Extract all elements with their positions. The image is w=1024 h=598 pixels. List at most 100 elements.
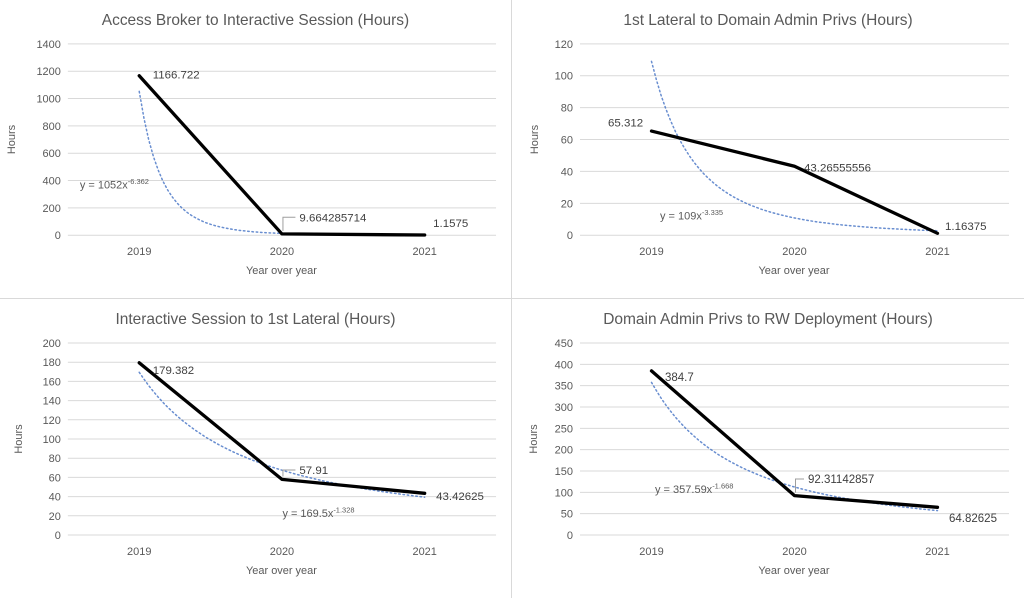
gridlines	[67, 342, 497, 536]
y-tick-label: 100	[555, 487, 573, 499]
x-axis-tick-labels: 2019 2020 2021	[127, 246, 437, 258]
y-tick-label: 0	[55, 530, 61, 542]
data-labels: 65.312 43.26555556 1.16375	[608, 118, 987, 234]
y-tick-label: 100	[43, 434, 61, 446]
trendline-equation: y = 169.5x-1.328	[282, 505, 354, 520]
power-trendline	[138, 90, 426, 236]
data-label: 1.1575	[433, 218, 468, 230]
data-labels: 384.7 92.31142857 64.82625	[665, 372, 997, 525]
data-labels: 179.382 57.91 43.42625	[153, 365, 484, 503]
power-trendline	[650, 60, 939, 232]
chart-svg-interactive-session: 0 20 40 60 80 100 120 140 160 180 200 2019 2020 2021…	[13, 311, 497, 577]
y-tick-label: 160	[43, 376, 61, 388]
y-tick-label: 100	[555, 71, 573, 83]
y-tick-label: 60	[49, 472, 61, 484]
y-tick-label: 400	[43, 176, 61, 188]
y-tick-label: 200	[43, 203, 61, 215]
y-tick-label: 200	[43, 338, 61, 350]
y-axis-tick-labels: 0 20 40 60 80 100 120 140 160 180 200	[43, 338, 61, 542]
x-tick-label: 2019	[127, 546, 151, 558]
y-tick-label: 180	[43, 357, 61, 369]
chart-title: Domain Admin Privs to RW Deployment (Hou…	[603, 311, 933, 328]
data-label: 1166.722	[153, 70, 200, 82]
x-axis-title: Year over year	[246, 265, 317, 277]
y-tick-label: 60	[561, 135, 573, 147]
x-axis-tick-labels: 2019 2020 2021	[127, 546, 437, 558]
data-label: 1.16375	[945, 221, 987, 233]
data-label-leader-line	[282, 216, 296, 231]
chart-svg-1st-lateral: 0 20 40 60 80 100 120 2019 2020 2021 65.312 43.26…	[529, 12, 1009, 277]
x-tick-label: 2019	[639, 246, 663, 258]
data-label: 64.82625	[949, 513, 997, 525]
y-tick-label: 350	[555, 381, 573, 393]
y-axis-title: Hours	[529, 124, 541, 154]
x-axis-title: Year over year	[758, 265, 829, 277]
chart-title: Interactive Session to 1st Lateral (Hour…	[115, 311, 395, 328]
trendline-equation: y = 357.59x-1.668	[655, 482, 733, 497]
y-tick-label: 1400	[36, 39, 60, 51]
data-label-leader-line	[282, 469, 296, 477]
series-line-hours	[137, 74, 427, 237]
chart-svg-access-broker: 0 200 400 600 800 1000 1200 1400 2019 2020 2021 1…	[6, 12, 497, 277]
y-tick-label: 1200	[36, 66, 60, 78]
data-label: 92.31142857	[808, 474, 874, 486]
x-axis-title: Year over year	[246, 565, 317, 577]
y-tick-label: 400	[555, 359, 573, 371]
x-tick-label: 2020	[270, 546, 294, 558]
y-tick-label: 300	[555, 402, 573, 414]
data-label: 9.664285714	[299, 212, 367, 224]
data-label: 179.382	[153, 365, 194, 377]
y-axis-title: Hours	[6, 124, 18, 154]
y-tick-label: 1000	[36, 94, 60, 106]
y-tick-label: 20	[49, 511, 61, 523]
chart-title: Access Broker to Interactive Session (Ho…	[102, 12, 409, 29]
x-axis-tick-labels: 2019 2020 2021	[639, 246, 949, 258]
y-tick-label: 600	[43, 148, 61, 160]
y-tick-label: 140	[43, 396, 61, 408]
y-tick-label: 40	[561, 166, 573, 178]
x-tick-label: 2020	[270, 246, 294, 258]
y-tick-label: 450	[555, 338, 573, 350]
series-line-hours	[649, 369, 940, 509]
x-axis-tick-labels: 2019 2020 2021	[639, 546, 949, 558]
chart-title: 1st Lateral to Domain Admin Privs (Hours…	[623, 12, 912, 29]
y-tick-label: 200	[555, 445, 573, 457]
power-trendline	[138, 371, 426, 498]
y-tick-label: 0	[55, 230, 61, 242]
series-line-hours	[137, 361, 427, 495]
x-tick-label: 2021	[412, 546, 436, 558]
power-trendline	[650, 381, 939, 512]
chart-interactive-session-to-1st-lateral: 0 20 40 60 80 100 120 140 160 180 200 2019 2020 2021…	[0, 299, 512, 598]
x-tick-label: 2020	[782, 546, 806, 558]
data-label: 384.7	[665, 372, 694, 384]
y-tick-label: 50	[561, 509, 573, 521]
chart-access-broker-to-interactive-session: 0 200 400 600 800 1000 1200 1400 2019 2020 2021 1…	[0, 0, 512, 299]
y-tick-label: 120	[43, 415, 61, 427]
y-axis-title: Hours	[528, 424, 540, 454]
trendline-equation: y = 1052x-6.362	[80, 177, 149, 191]
y-tick-label: 0	[567, 230, 573, 242]
chart-domain-admin-privs-to-rw-deployment: 0 50 100 150 200 250 300 350 400 450 2019 2020 2021…	[512, 299, 1024, 598]
x-tick-label: 2021	[412, 246, 436, 258]
data-label: 43.42625	[436, 491, 484, 503]
data-labels: 1166.722 9.664285714 1.1575	[153, 70, 468, 231]
y-axis-tick-labels: 0 200 400 600 800 1000 1200 1400	[36, 39, 60, 242]
chart-1st-lateral-to-domain-admin-privs: 0 20 40 60 80 100 120 2019 2020 2021 65.312 43.26…	[512, 0, 1024, 299]
series-line-hours	[649, 129, 940, 235]
y-tick-label: 80	[49, 453, 61, 465]
gridlines	[580, 342, 1009, 536]
x-tick-label: 2019	[127, 246, 151, 258]
chart-svg-domain-admin: 0 50 100 150 200 250 300 350 400 450 2019 2020 2021…	[528, 311, 1009, 577]
data-label: 57.91	[299, 465, 328, 477]
y-tick-label: 150	[555, 466, 573, 478]
gridlines	[67, 43, 497, 236]
y-tick-label: 0	[567, 530, 573, 542]
y-tick-label: 80	[561, 103, 573, 115]
gridlines	[580, 43, 1009, 236]
x-tick-label: 2021	[925, 546, 949, 558]
data-label: 43.26555556	[804, 162, 871, 174]
x-tick-label: 2020	[782, 246, 806, 258]
data-label: 65.312	[608, 118, 643, 130]
data-label-leader-line	[795, 478, 804, 493]
